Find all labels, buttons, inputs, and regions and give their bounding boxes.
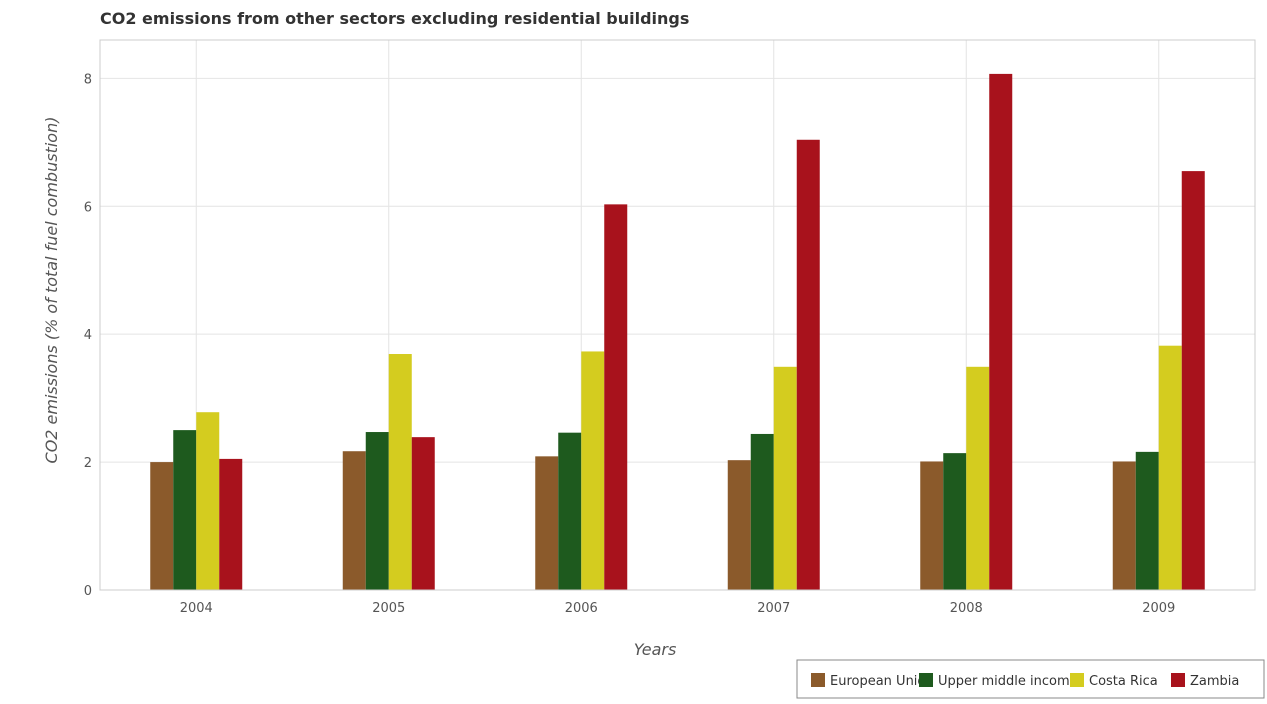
bar-costa-rica-2004 — [196, 412, 220, 590]
bar-european-union-2004 — [150, 462, 174, 590]
legend-label: Costa Rica — [1089, 674, 1158, 689]
bar-zambia-2007 — [796, 139, 820, 590]
bar-zambia-2008 — [989, 73, 1013, 591]
bar-european-union-2008 — [920, 461, 944, 590]
bar-costa-rica-2007 — [773, 366, 797, 590]
y-tick-label: 6 — [84, 200, 92, 215]
bar-zambia-2004 — [219, 458, 243, 590]
legend-box — [796, 659, 1265, 699]
x-tick-label: 2005 — [372, 601, 405, 616]
bar-european-union-2009 — [1112, 461, 1136, 590]
bar-european-union-2007 — [727, 460, 751, 590]
legend-label: Upper middle income — [938, 674, 1078, 689]
bar-costa-rica-2008 — [966, 366, 990, 590]
x-tick-label: 2008 — [950, 601, 983, 616]
bar-upper-middle-income-2005 — [365, 432, 389, 590]
bar-upper-middle-income-2007 — [750, 433, 774, 590]
legend-label: European Union — [830, 674, 934, 689]
bar-european-union-2005 — [342, 451, 366, 590]
chart-title: CO2 emissions from other sectors excludi… — [100, 9, 689, 28]
bar-upper-middle-income-2004 — [173, 430, 197, 590]
bar-costa-rica-2005 — [388, 354, 412, 590]
bar-zambia-2005 — [411, 437, 435, 590]
axes: 0 2 4 6 8 2004 2005 2006 2007 2008 2009 — [84, 39, 1256, 616]
y-tick-label: 8 — [84, 72, 92, 87]
y-tick-label: 4 — [84, 328, 92, 343]
x-tick-label: 2004 — [180, 601, 213, 616]
x-axis-label: Years — [634, 640, 677, 659]
bar-upper-middle-income-2009 — [1135, 451, 1159, 590]
bar-costa-rica-2009 — [1158, 345, 1182, 590]
bar-upper-middle-income-2008 — [943, 453, 967, 590]
bar-upper-middle-income-2006 — [558, 432, 582, 590]
legend-swatch — [919, 673, 933, 687]
x-tick-label: 2009 — [1142, 601, 1175, 616]
legend-label: Zambia — [1190, 674, 1239, 689]
y-axis-label: CO2 emissions (% of total fuel combustio… — [42, 117, 61, 464]
bar-zambia-2009 — [1181, 171, 1205, 590]
legend: European Union Upper middle income Costa R… — [796, 659, 1265, 699]
grid — [100, 40, 1255, 591]
x-tick-label: 2006 — [565, 601, 598, 616]
y-tick-label: 2 — [84, 456, 92, 471]
y-tick-label: 0 — [84, 584, 92, 599]
bar-european-union-2006 — [535, 456, 559, 590]
bars — [150, 73, 1205, 591]
bar-costa-rica-2006 — [581, 351, 605, 590]
bar-zambia-2006 — [604, 204, 628, 590]
legend-swatch — [1171, 673, 1185, 687]
plot-frame — [99, 39, 1256, 591]
x-tick-label: 2007 — [757, 601, 790, 616]
legend-swatch — [1070, 673, 1084, 687]
legend-swatch — [811, 673, 825, 687]
